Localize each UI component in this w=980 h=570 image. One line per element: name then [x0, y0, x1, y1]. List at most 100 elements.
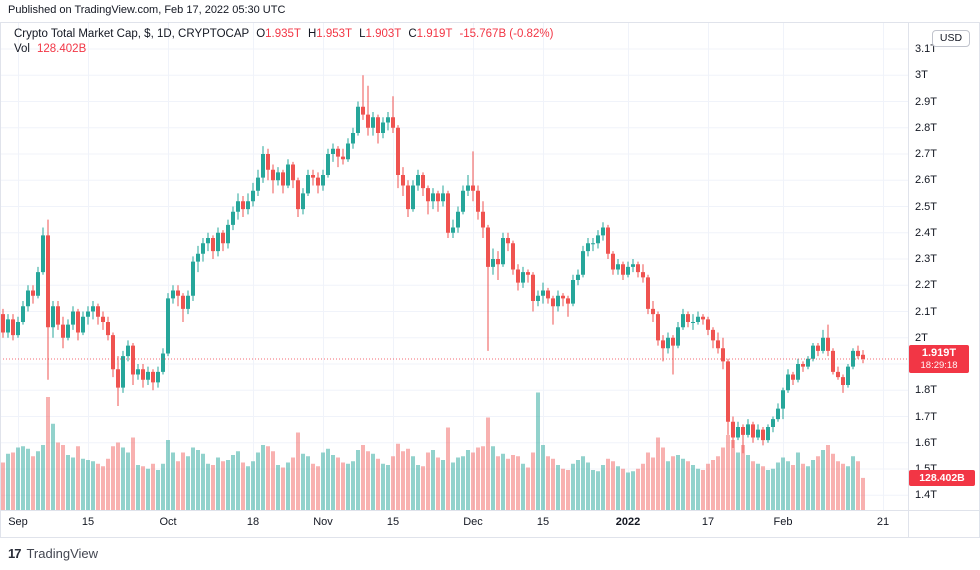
- candle-body: [626, 266, 630, 275]
- candle-body: [661, 340, 665, 349]
- volume-bar: [821, 450, 825, 510]
- volume-bar: [611, 461, 615, 510]
- candle-body: [561, 295, 565, 299]
- candle-body: [646, 277, 650, 309]
- candle-body: [546, 290, 550, 299]
- volume-bar: [176, 461, 180, 510]
- price-axis[interactable]: USD 1.919T 18:29:18 128.402B 3.1T 3T 2.9T 2…: [908, 22, 980, 537]
- candle-wick: [742, 424, 744, 454]
- candle-body: [116, 369, 120, 388]
- x-axis-label: 15: [386, 516, 400, 528]
- candle-wick: [497, 251, 499, 280]
- candle-body: [266, 154, 270, 170]
- tradingview-brand-text: TradingView: [26, 545, 99, 561]
- volume-bar: [616, 466, 620, 510]
- x-axis-label: 18: [246, 516, 260, 528]
- candle-body: [426, 188, 430, 202]
- volume-bar: [506, 458, 510, 510]
- candle-body: [371, 117, 375, 128]
- volume-bar: [541, 445, 545, 510]
- volume-bar: [86, 460, 90, 510]
- candle-body: [21, 306, 25, 322]
- volume-bar: [76, 446, 80, 510]
- candle-body: [481, 211, 485, 228]
- candle-body: [121, 356, 125, 388]
- volume-bar: [586, 462, 590, 510]
- y-axis-label: 2.1T: [915, 305, 938, 318]
- candle-body: [641, 272, 645, 278]
- candle-body: [421, 175, 425, 189]
- candle-body: [716, 340, 720, 349]
- volume-bar: [806, 466, 810, 510]
- volume-bar: [431, 450, 435, 510]
- candle-body: [341, 156, 345, 160]
- volume-bar: [571, 463, 575, 510]
- volume-bar: [221, 461, 225, 510]
- candle-body: [316, 177, 320, 186]
- candle-body: [591, 243, 595, 245]
- candle-body: [531, 274, 535, 301]
- tradingview-link[interactable]: 17 TradingView: [8, 546, 98, 561]
- volume-bar: [546, 456, 550, 510]
- volume-bar: [271, 451, 275, 510]
- candle-body: [386, 117, 390, 123]
- volume-bar: [831, 453, 835, 510]
- volume-bar: [576, 460, 580, 510]
- volume-bar: [51, 423, 55, 510]
- published-text: Published on TradingView.com, Feb 17, 20…: [8, 4, 286, 16]
- volume-bar: [716, 456, 720, 510]
- candle-body: [466, 185, 470, 191]
- x-axis-label: Sep: [8, 516, 28, 528]
- candle-body: [491, 259, 495, 267]
- symbol-title[interactable]: Crypto Total Market Cap, $, 1D, CRYPTOCA…: [14, 28, 250, 40]
- candle-body: [471, 185, 475, 191]
- y-axis-label: 1.4T: [915, 489, 938, 502]
- candle-body: [96, 306, 100, 317]
- candle-body: [581, 251, 585, 275]
- time-axis[interactable]: Sep 15 Oct 18 Nov 15 Dec 15 2022 17 Feb 21: [0, 510, 908, 537]
- candle-body: [611, 253, 615, 270]
- candle-body: [86, 311, 90, 317]
- candle-body: [736, 427, 740, 438]
- volume-bar: [31, 456, 35, 510]
- y-axis-label: 1.6T: [915, 436, 938, 449]
- candle-body: [741, 427, 745, 435]
- candle-body: [91, 306, 95, 312]
- candle-body: [826, 337, 830, 351]
- candle-body: [816, 345, 820, 351]
- volume-bar: [376, 458, 380, 510]
- volume-bar: [56, 442, 60, 510]
- candle-body: [496, 259, 500, 265]
- candle-body: [566, 298, 570, 304]
- volume-bar: [726, 435, 730, 510]
- ohlc-close: C 1.919T: [408, 28, 453, 40]
- currency-badge[interactable]: USD: [932, 30, 970, 47]
- candle-body: [811, 345, 815, 359]
- candle-body: [761, 429, 765, 441]
- candle-body: [41, 235, 45, 273]
- candle-body: [401, 175, 405, 186]
- volume-bar: [761, 466, 765, 510]
- candle-body: [231, 211, 235, 225]
- volume-bar: [21, 446, 25, 510]
- candle-body: [151, 371, 155, 383]
- volume-bar: [216, 457, 220, 510]
- y-axis-label: 2.3T: [915, 253, 938, 265]
- volume-bar: [186, 456, 190, 510]
- volume-bar: [736, 452, 740, 510]
- volume-bar: [306, 456, 310, 510]
- candle-body: [516, 269, 520, 283]
- volume-bar: [71, 457, 75, 510]
- candle-wick: [367, 85, 369, 136]
- y-axis-label: 2.7T: [915, 148, 938, 160]
- candle-body: [446, 193, 450, 233]
- volume-bar: [336, 457, 340, 510]
- candle-body: [786, 374, 790, 391]
- volume-bar: [41, 445, 45, 510]
- volume-bar: [811, 460, 815, 510]
- candle-body: [216, 232, 220, 252]
- candle-body: [766, 427, 770, 441]
- y-axis-label: 2T: [915, 331, 928, 344]
